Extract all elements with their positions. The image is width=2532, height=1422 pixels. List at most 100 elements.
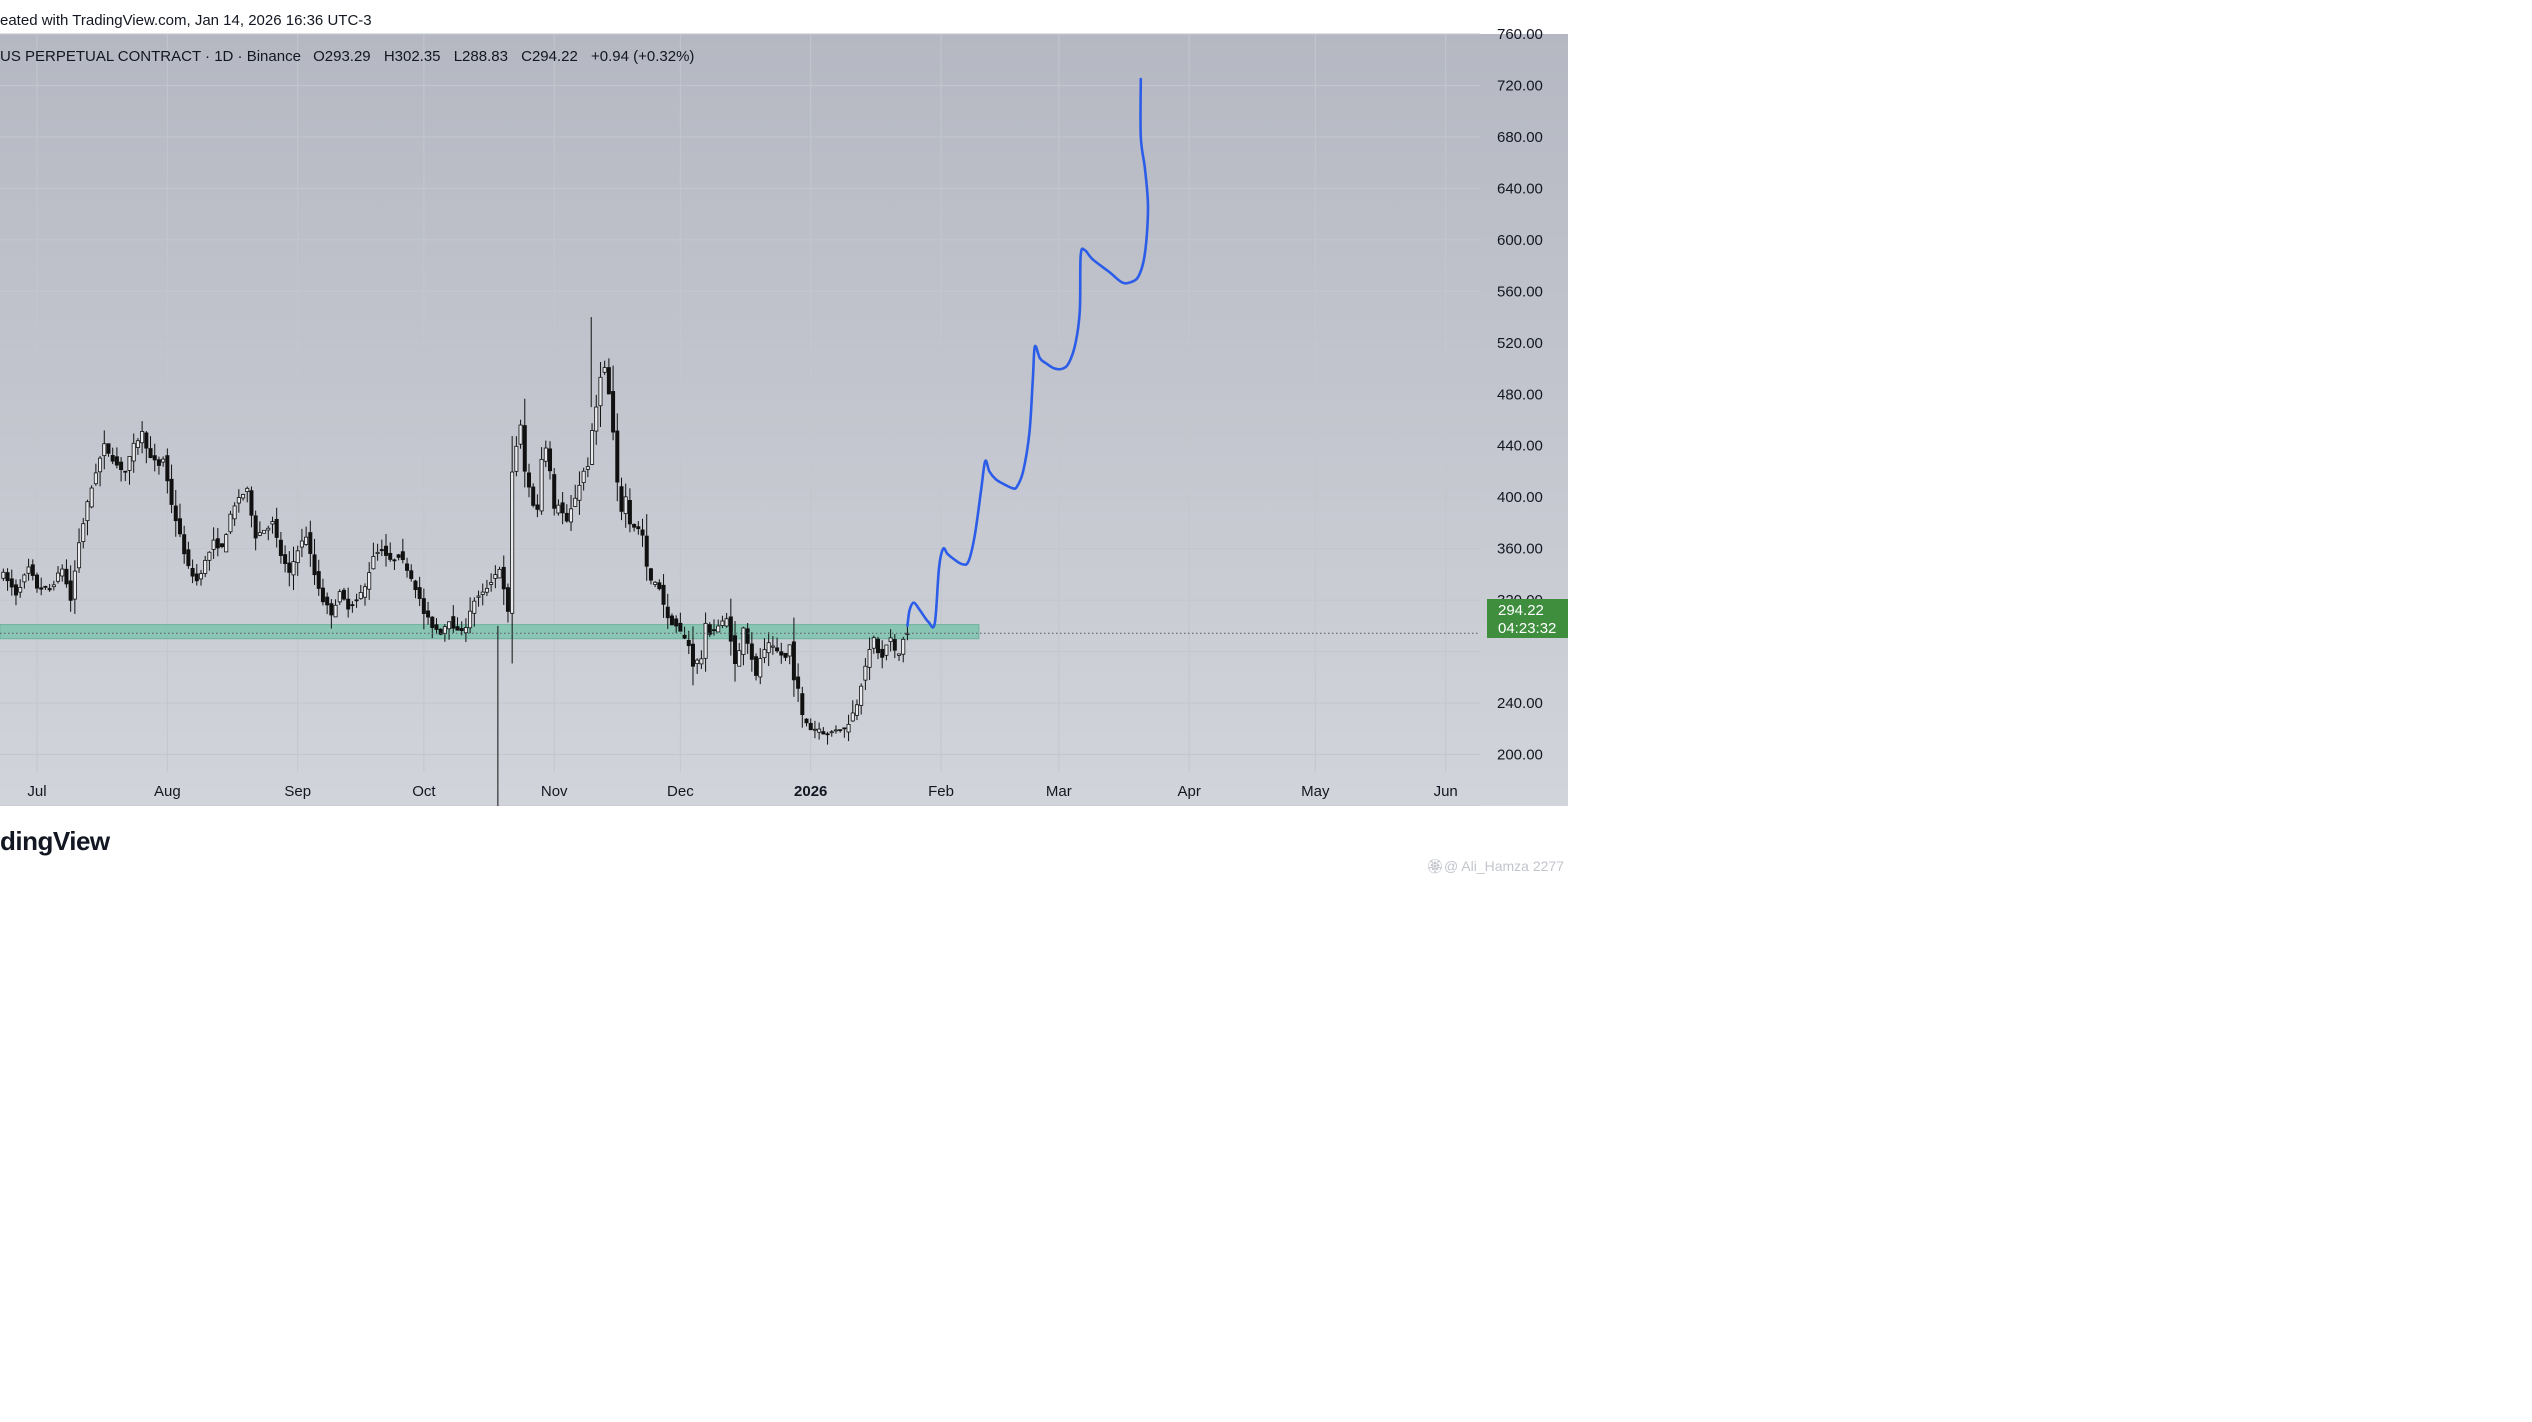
- candle-body: [577, 484, 582, 501]
- support-zone[interactable]: [0, 624, 980, 640]
- candle-body: [783, 652, 788, 658]
- candle-body: [737, 650, 742, 667]
- candle-body: [749, 643, 754, 660]
- candle-body: [362, 586, 367, 598]
- time-axis-label: Apr: [1177, 783, 1200, 800]
- candle-body: [480, 591, 485, 595]
- candle-body: [493, 574, 498, 579]
- price-tag-background: [1487, 599, 1568, 638]
- candle-body: [598, 376, 603, 407]
- candle-body: [262, 529, 267, 534]
- time-axis-label: Mar: [1046, 783, 1072, 800]
- candle-body: [60, 568, 65, 577]
- candle-body: [186, 549, 191, 567]
- price-chart[interactable]: 760.00 720.00 680.00 640.00 600.00 560.00 520.…: [0, 0, 1568, 806]
- candle-body: [438, 628, 443, 635]
- candle-body: [859, 685, 864, 706]
- candle-body: [606, 367, 611, 395]
- candle-body: [274, 518, 279, 538]
- candle-body: [198, 573, 203, 580]
- candle-body: [72, 570, 77, 600]
- candle-body: [556, 504, 561, 514]
- watermark: 🏵@ Ali_Hamza 2277: [1426, 858, 1564, 874]
- time-axis-label: 2026: [794, 783, 827, 800]
- candle-body: [669, 615, 674, 626]
- candle-body: [648, 568, 653, 581]
- candle-body: [564, 512, 569, 522]
- candle-body: [375, 551, 380, 555]
- time-axis-label: Dec: [667, 783, 694, 800]
- price-axis-label: 600.00: [1497, 232, 1543, 249]
- candle-body: [278, 539, 283, 556]
- candle-body: [463, 627, 468, 634]
- candle-body: [190, 567, 195, 577]
- candle-body: [791, 641, 796, 681]
- symbol-name: US PERPETUAL CONTRACT · 1D · Binance O29…: [0, 48, 694, 65]
- candle-body: [447, 621, 452, 630]
- candle-body: [518, 424, 523, 445]
- candle-body: [295, 550, 300, 564]
- footer: [0, 806, 1568, 880]
- candle-body: [619, 486, 624, 512]
- candle-body: [615, 430, 620, 483]
- candle-body: [611, 391, 616, 433]
- candle-body: [526, 472, 531, 488]
- candle-body: [110, 455, 115, 462]
- candle-body: [762, 649, 767, 659]
- ohlc-legend: US PERPETUAL CONTRACT · 1D · Binance O29…: [0, 48, 694, 65]
- candle-body: [253, 515, 258, 539]
- price-axis-label: 640.00: [1497, 180, 1543, 197]
- candle-body: [501, 566, 506, 590]
- candle-body: [47, 588, 52, 591]
- candle-body: [287, 562, 292, 573]
- candle-body: [64, 568, 69, 585]
- candle-body: [690, 643, 695, 667]
- candle-body: [405, 563, 410, 571]
- candle-body: [35, 574, 40, 589]
- candle-body: [636, 526, 641, 530]
- candle-body: [686, 639, 691, 647]
- candle-body: [232, 505, 237, 520]
- projection-drawing[interactable]: [906, 77, 1150, 629]
- candle-body: [249, 490, 254, 516]
- candle-body: [354, 599, 359, 602]
- ohlc-high: H302.35: [384, 48, 441, 65]
- candle-body: [43, 585, 48, 588]
- candles: [1, 317, 910, 806]
- candle-body: [497, 568, 502, 579]
- candle-body: [632, 523, 637, 528]
- candle-body: [590, 430, 595, 465]
- candle-body: [152, 455, 157, 461]
- candle-body: [459, 628, 464, 631]
- candle-body: [657, 582, 662, 590]
- time-axis[interactable]: Jul Aug Sep Oct Nov Dec 2026 Feb Mar Apr May Jun: [27, 783, 1457, 800]
- candle-body: [741, 627, 746, 655]
- candle-body: [148, 448, 153, 459]
- candle-body: [573, 497, 578, 507]
- price-axis-label: 480.00: [1497, 386, 1543, 403]
- candle-body: [682, 634, 687, 639]
- candle-body: [699, 658, 704, 665]
- candle-body: [270, 521, 275, 525]
- candle-body: [804, 718, 809, 724]
- candle-body: [661, 584, 666, 605]
- candle-body: [678, 622, 683, 632]
- candle-body: [346, 598, 351, 610]
- candle-body: [451, 616, 456, 629]
- candle-body: [316, 571, 321, 589]
- header-bar: eated with TradingView.com, Jan 14, 2026…: [0, 0, 1568, 34]
- candle-body: [539, 458, 544, 512]
- price-axis-label: 440.00: [1497, 438, 1543, 455]
- candle-body: [257, 532, 262, 536]
- candle-body: [724, 618, 729, 627]
- candle-body: [623, 496, 628, 514]
- candle-body: [779, 651, 784, 656]
- time-axis-label: Nov: [541, 783, 568, 800]
- candle-body: [468, 610, 473, 629]
- candle-body: [13, 584, 18, 596]
- candle-body: [341, 589, 346, 600]
- candle-body: [81, 523, 86, 542]
- candle-body: [754, 656, 759, 676]
- candle-body: [93, 472, 98, 485]
- candle-body: [733, 635, 738, 664]
